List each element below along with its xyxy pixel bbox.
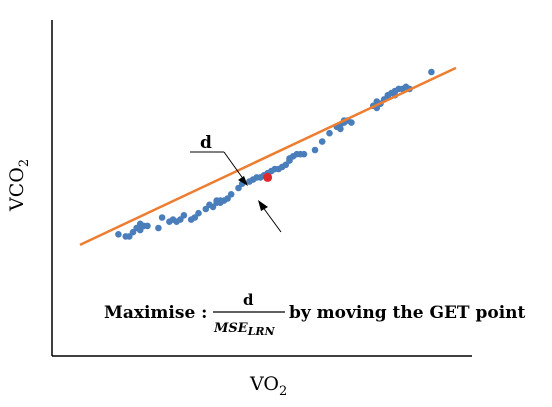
distance-annotation: d [190, 133, 282, 233]
data-point [300, 150, 308, 158]
data-point [180, 212, 188, 219]
data-point [195, 209, 202, 217]
data-point [235, 184, 242, 192]
annotation-arrow-shaft-bottom [261, 205, 282, 233]
formula-denominator: MSELRN [213, 321, 276, 338]
data-point [318, 138, 326, 145]
data-point [428, 68, 435, 76]
data-point [158, 214, 166, 221]
arrow-head-bottom-icon [258, 200, 268, 211]
y-axis-label-main: VCO [6, 167, 28, 212]
data-point [311, 146, 319, 154]
data-point [136, 224, 144, 232]
data-point [144, 222, 151, 230]
y-axis-label: VCO2 [6, 159, 32, 212]
data-point [155, 224, 162, 232]
annotation-arrow-shaft-top [223, 151, 245, 181]
y-axis-label-sub: 2 [17, 159, 32, 167]
formula-numerator: d [243, 291, 254, 309]
formula-denominator-sub: LRN [247, 325, 276, 338]
formula-prefix: Maximise : [104, 303, 207, 323]
regression-line [79, 66, 457, 246]
data-point [227, 191, 235, 198]
formula: Maximise : d MSELRN by moving the GET po… [104, 291, 526, 338]
data-point [348, 119, 355, 126]
x-axis-label-main: VO [249, 373, 279, 395]
x-axis-label-sub: 2 [279, 384, 287, 399]
data-point [220, 197, 228, 204]
arrow-head-top-icon [238, 176, 248, 186]
data-point [115, 231, 122, 238]
data-point [326, 129, 333, 137]
formula-denominator-main: MSE [213, 321, 249, 336]
data-point [337, 125, 344, 133]
data-point [191, 214, 199, 221]
formula-suffix: by moving the GET point [289, 303, 526, 323]
annotation-label: d [200, 133, 212, 153]
x-axis-label: VO2 [249, 373, 287, 399]
get-point [263, 172, 273, 182]
